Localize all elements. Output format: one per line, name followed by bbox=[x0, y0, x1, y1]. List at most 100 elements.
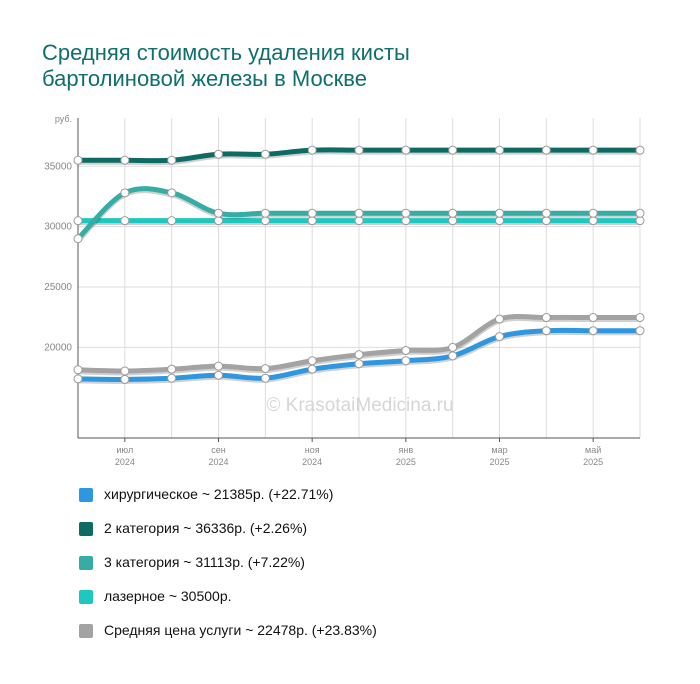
y-unit-label: руб. bbox=[55, 114, 72, 124]
data-point bbox=[495, 332, 504, 342]
data-point bbox=[167, 364, 177, 374]
y-tick-label: 35000 bbox=[44, 161, 72, 172]
x-tick-label-month: ноя bbox=[305, 445, 320, 455]
data-point bbox=[354, 350, 364, 360]
series-4 bbox=[73, 216, 645, 226]
data-point bbox=[495, 145, 504, 155]
data-point bbox=[354, 216, 364, 226]
data-point bbox=[120, 374, 130, 384]
watermark-text: © KrasotaiMedicina.ru bbox=[266, 395, 453, 416]
data-point bbox=[214, 208, 223, 218]
data-point bbox=[307, 364, 317, 374]
data-point bbox=[588, 313, 598, 323]
data-point bbox=[401, 345, 411, 355]
data-point bbox=[307, 216, 317, 226]
x-tick-label-month: июл bbox=[116, 445, 133, 455]
x-tick-label-year: 2024 bbox=[115, 457, 135, 467]
data-point bbox=[401, 356, 411, 366]
legend-swatch bbox=[79, 488, 93, 502]
data-point bbox=[354, 208, 364, 218]
legend-swatch bbox=[79, 556, 93, 570]
chart-title: Средняя стоимость удаления кисты бартоли… bbox=[42, 40, 642, 92]
x-tick-label-month: мар bbox=[491, 445, 507, 455]
data-point bbox=[588, 208, 598, 218]
data-point bbox=[73, 365, 83, 375]
data-point bbox=[307, 145, 317, 155]
y-tick-label: 30000 bbox=[44, 222, 72, 233]
data-point bbox=[354, 359, 364, 369]
data-point bbox=[495, 216, 504, 226]
data-point bbox=[448, 145, 458, 155]
series-1 bbox=[73, 326, 645, 384]
legend-label: хирургическое ~ 21385р. (+22.71%) bbox=[104, 486, 334, 502]
data-point bbox=[214, 370, 223, 380]
x-tick-label-month: янв bbox=[399, 445, 414, 455]
data-point bbox=[541, 145, 551, 155]
data-point bbox=[167, 155, 177, 165]
data-point bbox=[260, 216, 270, 226]
data-point bbox=[635, 216, 645, 226]
x-tick-label-year: 2024 bbox=[208, 457, 228, 467]
data-point bbox=[73, 234, 83, 244]
data-point bbox=[635, 145, 645, 155]
data-point bbox=[448, 342, 458, 352]
data-point bbox=[495, 208, 504, 218]
data-point bbox=[73, 155, 83, 165]
data-point bbox=[541, 216, 551, 226]
x-tick-label-year: 2025 bbox=[583, 457, 603, 467]
data-point bbox=[167, 216, 177, 226]
data-point bbox=[635, 313, 645, 323]
data-point bbox=[73, 216, 83, 226]
data-point bbox=[541, 326, 551, 336]
data-point bbox=[120, 155, 130, 165]
data-point bbox=[214, 149, 223, 159]
legend-label: Средняя цена услуги ~ 22478р. (+23.83%) bbox=[104, 622, 377, 638]
x-tick-label-month: май bbox=[585, 445, 601, 455]
data-point bbox=[495, 314, 504, 324]
data-point bbox=[635, 326, 645, 336]
y-tick-label: 20000 bbox=[44, 342, 72, 353]
data-point bbox=[307, 208, 317, 218]
legend-label: 2 категория ~ 36336р. (+2.26%) bbox=[104, 520, 308, 536]
x-tick-label-year: 2024 bbox=[302, 457, 322, 467]
data-point bbox=[541, 313, 551, 323]
data-point bbox=[588, 145, 598, 155]
x-tick-label-year: 2025 bbox=[489, 457, 509, 467]
chart-title-line-2: бартолиновой железы в Москве bbox=[42, 66, 367, 91]
legend-label: 3 категория ~ 31113р. (+7.22%) bbox=[104, 554, 305, 570]
data-point bbox=[448, 351, 458, 361]
data-point bbox=[401, 216, 411, 226]
chart-title-line-1: Средняя стоимость удаления кисты bbox=[42, 40, 410, 65]
data-point bbox=[260, 149, 270, 159]
x-tick-label-year: 2025 bbox=[396, 457, 416, 467]
legend-swatch bbox=[79, 522, 93, 536]
data-point bbox=[401, 208, 411, 218]
data-point bbox=[214, 361, 223, 371]
data-point bbox=[73, 374, 83, 384]
y-tick-label: 25000 bbox=[44, 282, 72, 293]
legend-swatch bbox=[79, 590, 93, 604]
data-point bbox=[260, 364, 270, 374]
data-point bbox=[167, 188, 177, 198]
data-point bbox=[635, 208, 645, 218]
data-point bbox=[260, 208, 270, 218]
data-point bbox=[541, 208, 551, 218]
data-point bbox=[260, 373, 270, 383]
data-point bbox=[120, 188, 130, 198]
data-point bbox=[588, 216, 598, 226]
data-point bbox=[120, 216, 130, 226]
series-2 bbox=[73, 145, 645, 166]
data-point bbox=[448, 208, 458, 218]
legend-swatch bbox=[79, 624, 93, 638]
x-tick-label-month: сен bbox=[211, 445, 226, 455]
data-point bbox=[588, 326, 598, 336]
data-point bbox=[167, 373, 177, 383]
data-point bbox=[120, 366, 130, 376]
data-point bbox=[307, 356, 317, 366]
series-3 bbox=[73, 186, 645, 244]
data-point bbox=[354, 145, 364, 155]
data-point bbox=[448, 216, 458, 226]
legend-label: лазерное ~ 30500р. bbox=[104, 588, 232, 604]
data-point bbox=[401, 145, 411, 155]
